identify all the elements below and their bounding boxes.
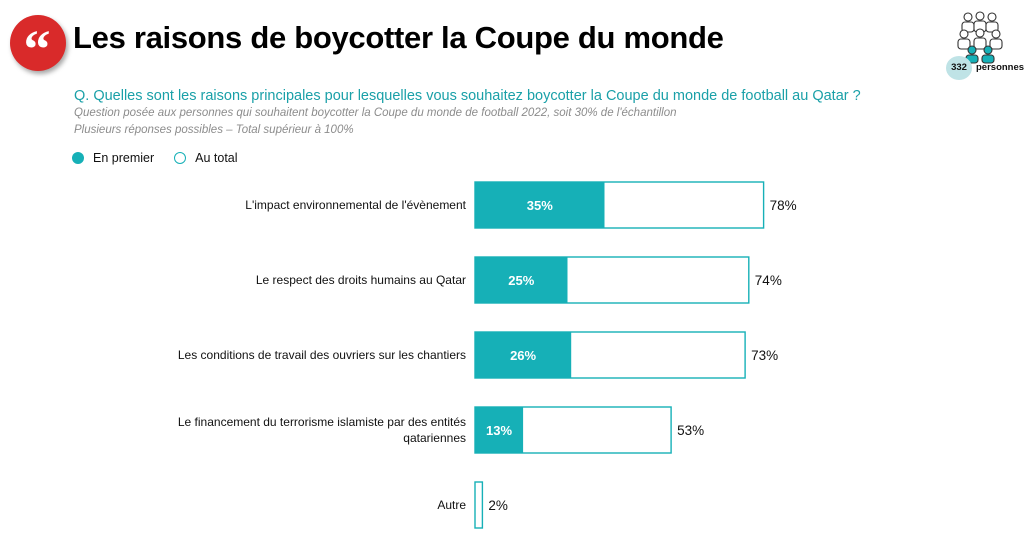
category-label: Le financement du terrorisme islamiste p… [178,415,466,429]
chart-legend: En premier Au total [72,151,258,165]
category-label: L'impact environnemental de l'évènement [245,198,466,212]
legend-item-first: En premier [72,151,154,165]
category-label: Les conditions de travail des ouvriers s… [178,348,466,362]
data-label-total: 2% [488,498,508,513]
data-label-first: 26% [510,348,536,363]
category-label: Le respect des droits humains au Qatar [256,273,466,287]
bar-first [475,407,524,453]
sample-note: Question posée aux personnes qui souhait… [74,107,677,119]
panel-count-badge: 332 [946,56,972,80]
people-group-icon [957,11,1003,64]
data-label-total: 73% [751,348,778,363]
panel-count-label: personnes [976,62,1024,73]
legend-label-total: Au total [195,151,238,165]
bar-first [475,182,605,228]
legend-label-first: En premier [93,151,155,165]
data-label-total: 53% [677,423,704,438]
category-label: Autre [437,498,466,512]
quote-mark: “ [24,19,51,71]
bar-first [475,257,568,303]
multiple-answers-note: Plusieurs réponses possibles – Total sup… [74,124,354,136]
quote-icon: “ [24,19,51,79]
data-label-first: 35% [527,198,553,213]
data-label-total: 78% [770,198,797,213]
data-label-first: 25% [508,273,534,288]
legend-swatch-total [174,152,187,164]
page-title: Les raisons de boycotter la Coupe du mon… [73,20,724,55]
bar-total [474,481,484,529]
legend-item-total: Au total [174,151,238,165]
bar-first [475,332,572,378]
data-label-first: 13% [486,423,512,438]
question-text: Q. Quelles sont les raisons principales … [74,88,861,104]
legend-swatch-first [72,152,84,164]
quote-badge: “ [10,15,66,79]
data-label-total: 74% [755,273,782,288]
category-label: qatariennes [403,431,466,445]
